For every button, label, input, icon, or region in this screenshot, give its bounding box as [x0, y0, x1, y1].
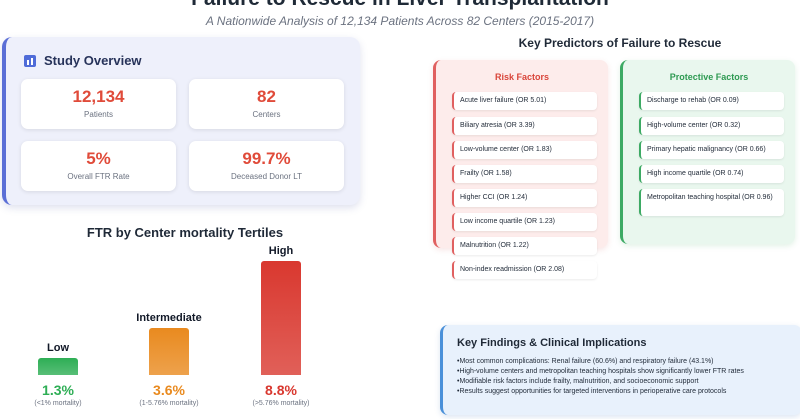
risk-factor-item: Malnutrition (OR 1.22) [452, 237, 597, 255]
key-findings-title: Key Findings & Clinical Implications [457, 337, 647, 349]
page-title: Failure to Rescue in Liver Transplantati… [0, 0, 800, 11]
risk-factor-item: Low-volume center (OR 1.83) [452, 141, 597, 159]
risk-factor-item: Higher CCI (OR 1.24) [452, 189, 597, 207]
ftr-bar-note: (<1% mortality) [34, 400, 82, 407]
risk-factor-item: Biliary atresia (OR 3.39) [452, 117, 597, 135]
study-overview-title: Study Overview [44, 53, 142, 68]
risk-factors-panel: Risk Factors Acute liver failure (OR 5.0… [433, 60, 608, 279]
stat-label: Centers [252, 110, 281, 119]
ftr-chart-title: FTR by Center mortality Tertiles [86, 225, 284, 240]
protective-factor-item: High income quartile (OR 0.74) [639, 165, 784, 183]
protective-factors-panel: Protective Factors Discharge to rehab (O… [620, 60, 795, 244]
ftr-bar [38, 358, 78, 375]
ftr-bar-category-label: Low [47, 342, 69, 355]
ftr-bar [261, 261, 301, 375]
study-overview-card: Study Overview 12,134 Patients 82 Center… [2, 37, 360, 205]
stat-value: 12,134 [72, 87, 125, 106]
ftr-bar-value-label: 1.3% [42, 382, 74, 398]
risk-factors-title: Risk Factors [494, 72, 550, 82]
ftr-bar-category-label: Intermediate [136, 312, 202, 325]
risk-factor-item: Non-index readmission (OR 2.08) [452, 261, 597, 279]
stat-label: Deceased Donor LT [231, 172, 302, 181]
stat-card-patients: 12,134 Patients [21, 79, 176, 129]
stat-value: 82 [257, 87, 276, 106]
stat-card-centers: 82 Centers [189, 79, 344, 129]
finding-item: Most common complications: Renal failure… [457, 357, 744, 367]
bar-chart-icon [24, 54, 36, 67]
stat-value: 99.7% [242, 149, 291, 168]
finding-item: Modifiable risk factors include frailty,… [457, 377, 744, 387]
stat-card-ftr-rate: 5% Overall FTR Rate [21, 141, 176, 191]
study-overview-header: Study Overview [24, 53, 142, 68]
protective-factor-item: Metropolitan teaching hospital (OR 0.96) [639, 189, 784, 216]
ftr-bar-note: (1-5.76% mortality) [139, 400, 199, 407]
finding-item: High-volume centers and metropolitan tea… [457, 367, 743, 377]
predictors-title: Key Predictors of Failure to Rescue [518, 36, 722, 50]
risk-factor-item: Acute liver failure (OR 5.01) [452, 92, 597, 110]
stat-label: Overall FTR Rate [67, 172, 130, 181]
protective-factor-item: Primary hepatic malignancy (OR 0.66) [639, 141, 784, 159]
risk-factor-item: Low income quartile (OR 1.23) [452, 213, 597, 231]
ftr-bar-note: (>5.76% mortality) [252, 400, 310, 407]
protective-factor-item: Discharge to rehab (OR 0.09) [639, 92, 784, 110]
stat-value: 5% [86, 149, 111, 168]
page-subtitle: A Nationwide Analysis of 12,134 Patients… [205, 14, 595, 28]
stat-label: Patients [84, 110, 113, 119]
protective-factors-title: Protective Factors [669, 72, 749, 82]
ftr-bar [149, 328, 189, 375]
key-findings-list: Most common complications: Renal failure… [457, 357, 744, 397]
ftr-bar-category-label: High [268, 245, 294, 257]
risk-factor-item: Frailty (OR 1.58) [452, 165, 597, 183]
protective-factor-item: High-volume center (OR 0.32) [639, 117, 784, 135]
ftr-bar-value-label: 3.6% [153, 382, 185, 398]
ftr-bar-value-label: 8.8% [265, 382, 297, 398]
finding-item: Results suggest opportunities for target… [457, 387, 744, 397]
stat-card-deceased-donor: 99.7% Deceased Donor LT [189, 141, 344, 191]
key-findings-card: Key Findings & Clinical Implications Mos… [440, 325, 800, 415]
